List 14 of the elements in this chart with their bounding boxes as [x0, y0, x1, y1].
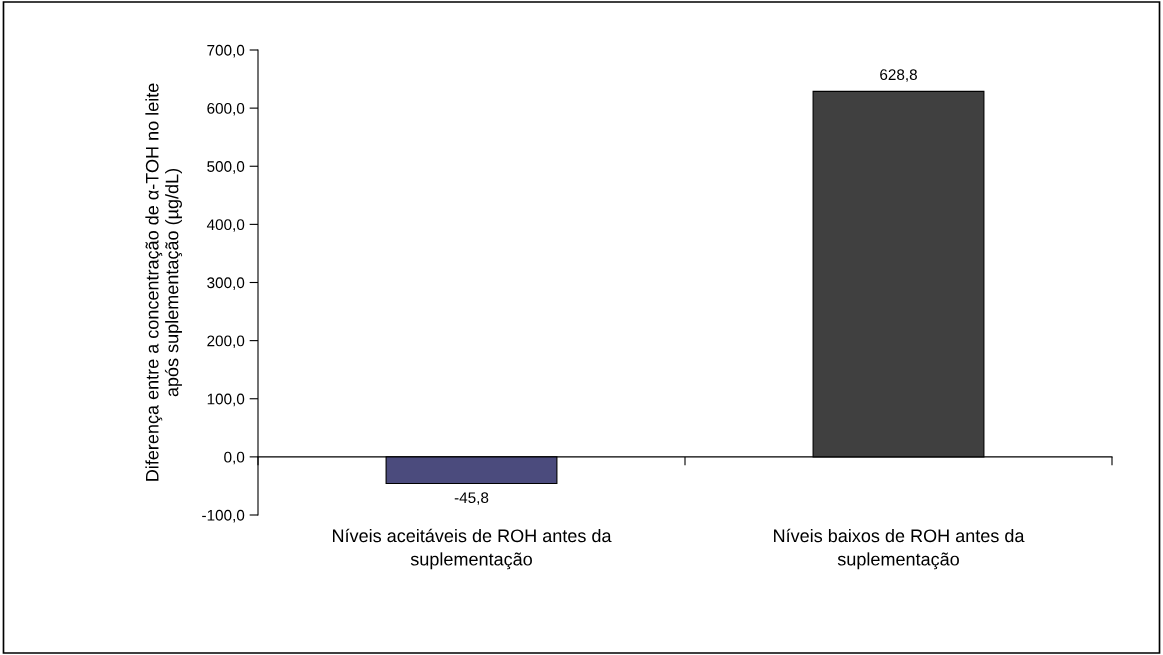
- data-label: -45,8: [454, 492, 489, 505]
- y-tick-label: 0,0: [224, 451, 245, 465]
- y-tick-label: 200,0: [207, 335, 245, 349]
- y-tick-label: 300,0: [207, 277, 245, 290]
- y-tick-label: 700,0: [207, 44, 245, 58]
- y-tick-label: 100,0: [207, 393, 245, 407]
- y-tick-label: 500,0: [207, 161, 245, 174]
- y-tick-label: 400,0: [206, 219, 245, 232]
- x-tick-label: Níveis aceitáveis de ROH antes da suplementação: [332, 528, 612, 570]
- y-axis-title: Diferença entre a concentração de α-TOH no leite após suplementação (µg/dL): [145, 83, 183, 481]
- data-label: 628,8: [880, 69, 917, 82]
- y-tick-label: 600,0: [207, 102, 245, 116]
- y-tick-label: -100,0: [202, 509, 245, 523]
- x-tick-label: Níveis baixos de ROH antes da suplementação: [774, 528, 1025, 570]
